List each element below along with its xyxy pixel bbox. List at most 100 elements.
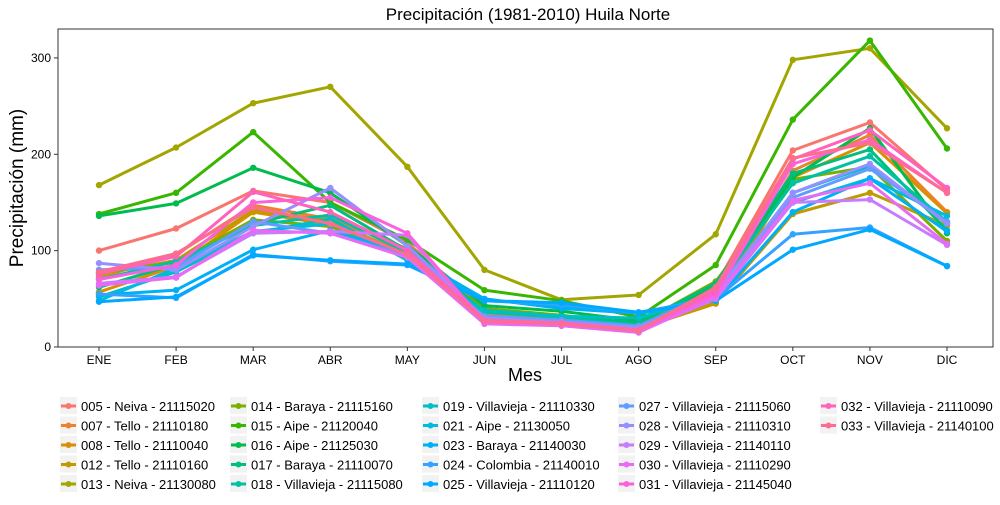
y-tick-label: 100 [31, 244, 51, 258]
data-point [172, 274, 180, 281]
data-point [327, 83, 334, 91]
legend-label: 032 - Villavieja - 21110090 [841, 399, 993, 414]
data-point [172, 200, 180, 207]
x-tick-label: JUL [551, 353, 573, 367]
data-point [481, 307, 488, 314]
legend-label: 033 - Villavieja - 21140100 [841, 419, 994, 434]
data-point [404, 163, 411, 170]
data-point [172, 266, 180, 274]
data-point [172, 286, 180, 294]
x-tick-label: JUN [473, 353, 496, 367]
x-axis-title: Mes [508, 365, 542, 385]
data-point [249, 199, 257, 206]
x-tick-label: NOV [857, 353, 883, 367]
legend-key-point [623, 403, 630, 409]
legend-label: 030 - Villavieja - 21110290 [639, 458, 791, 473]
legend-key-point [235, 422, 242, 429]
legend-item: 033 - Villavieja - 21140100 [820, 416, 994, 434]
data-point [95, 259, 103, 267]
x-tick-label: ENE [87, 353, 112, 367]
legend-key-point [65, 461, 72, 468]
data-point [172, 250, 180, 257]
legend-item: 024 - Colombia - 21140010 [422, 455, 600, 473]
data-point [866, 165, 874, 172]
data-point [172, 225, 180, 232]
data-point [943, 145, 951, 152]
data-point [943, 262, 951, 270]
data-point [95, 282, 103, 289]
legend-label: 005 - Neiva - 21115020 [81, 399, 215, 414]
data-point [249, 227, 257, 234]
legend-label: 014 - Baraya - 21115160 [251, 399, 393, 414]
data-point [249, 128, 257, 136]
legend-item: 007 - Tello - 21110180 [60, 416, 208, 434]
data-point [249, 188, 257, 196]
y-axis-title: Precipitación (mm) [7, 109, 28, 267]
x-tick-label: MAY [395, 353, 420, 367]
legend-key-point [623, 481, 630, 487]
data-point [635, 327, 642, 334]
series-line [98, 227, 948, 314]
legend-label: 023 - Baraya - 21140030 [443, 438, 586, 453]
legend-item: 023 - Baraya - 21140030 [422, 436, 586, 453]
data-point [95, 247, 103, 254]
data-point [866, 196, 874, 203]
legend-label: 016 - Aipe - 21125030 [251, 438, 378, 453]
x-tick-label: SEP [704, 353, 728, 367]
legend-key-point [235, 461, 242, 468]
y-tick-label: 300 [31, 51, 51, 65]
legend-key-point [427, 461, 434, 468]
data-point [712, 284, 719, 291]
legend-label: 027 - Villavieja - 21115060 [639, 399, 791, 414]
data-point [327, 194, 334, 201]
legend-key-point [825, 422, 832, 429]
x-tick-label: AGO [625, 353, 652, 367]
data-point [327, 230, 334, 237]
data-point [635, 309, 642, 316]
data-point [866, 153, 874, 160]
series-line [98, 167, 948, 328]
data-point [327, 215, 334, 223]
data-point [789, 170, 797, 177]
data-point [481, 317, 488, 325]
data-point [249, 252, 257, 259]
data-point [866, 226, 874, 233]
legend-item: 016 - Aipe - 21125030 [230, 436, 378, 453]
legend-label: 015 - Aipe - 21120040 [251, 419, 378, 434]
data-point [943, 125, 951, 132]
data-point [789, 197, 797, 204]
data-point [481, 297, 488, 304]
data-point [866, 189, 874, 197]
legend-key-point [65, 442, 72, 448]
data-point [943, 220, 951, 227]
data-point [172, 261, 180, 269]
legend-item: 027 - Villavieja - 21115060 [618, 397, 791, 414]
legend-item: 018 - Villavieja - 21115080 [230, 475, 403, 492]
data-point [789, 147, 797, 154]
data-point [327, 208, 334, 216]
data-point [249, 100, 257, 107]
data-point [943, 212, 951, 220]
series-group [95, 139, 951, 334]
legend-key-point [65, 422, 72, 429]
data-point [95, 181, 103, 189]
x-tick-label: DIC [937, 353, 958, 367]
legend-key-point [65, 403, 72, 409]
data-point [943, 228, 951, 235]
data-point [866, 37, 874, 44]
legend-label: 007 - Tello - 21110180 [81, 419, 208, 434]
x-tick-label: MAR [240, 353, 267, 367]
y-tick-label: 0 [44, 340, 51, 354]
data-point [943, 184, 951, 192]
legend-key-point [623, 422, 630, 429]
data-point [866, 139, 874, 146]
legend-key-point [235, 481, 242, 487]
data-point [558, 299, 565, 306]
legend-item: 031 - Villavieja - 21145040 [618, 475, 792, 492]
data-point [866, 146, 874, 153]
legend-item: 017 - Baraya - 21110070 [230, 455, 393, 473]
data-point [789, 246, 797, 253]
data-point [327, 184, 334, 192]
data-point [789, 154, 797, 162]
y-axis: 0 100 200 300 [31, 51, 58, 354]
